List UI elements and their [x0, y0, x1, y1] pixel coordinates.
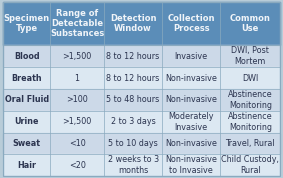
Text: DWI, Post
Mortem: DWI, Post Mortem	[231, 46, 269, 66]
Text: Common
Use: Common Use	[230, 14, 271, 33]
Bar	[3, 45, 280, 67]
Bar	[3, 155, 280, 176]
Text: 2 weeks to 3
months: 2 weeks to 3 months	[108, 155, 159, 175]
Text: Non-invasive
to Invasive: Non-invasive to Invasive	[165, 155, 217, 175]
Bar	[3, 67, 280, 89]
Text: Range of
Detectable
Substances: Range of Detectable Substances	[50, 9, 104, 38]
Text: Non-invasive: Non-invasive	[165, 95, 217, 104]
Text: Breath: Breath	[11, 74, 42, 83]
Text: 5 to 10 days: 5 to 10 days	[108, 139, 158, 148]
Text: Hair: Hair	[17, 161, 36, 170]
Text: Child Custody,
Rural: Child Custody, Rural	[221, 155, 279, 175]
Text: 5 to 48 hours: 5 to 48 hours	[106, 95, 160, 104]
Text: Non-invasive: Non-invasive	[165, 74, 217, 83]
Text: Moderately
Invasive: Moderately Invasive	[169, 112, 214, 132]
Text: Urine: Urine	[14, 117, 39, 126]
Text: Collection
Process: Collection Process	[168, 14, 215, 33]
Text: 2 to 3 days: 2 to 3 days	[111, 117, 155, 126]
Text: <10: <10	[69, 139, 85, 148]
Text: DWI: DWI	[242, 74, 258, 83]
Text: 8 to 12 hours: 8 to 12 hours	[106, 74, 160, 83]
Bar	[3, 2, 280, 45]
Bar	[3, 111, 280, 133]
Text: Abstinence
Monitoring: Abstinence Monitoring	[228, 90, 273, 110]
Text: Travel, Rural: Travel, Rural	[226, 139, 275, 148]
Text: Blood: Blood	[14, 52, 39, 61]
Text: 8 to 12 hours: 8 to 12 hours	[106, 52, 160, 61]
Bar	[3, 133, 280, 154]
Text: 1: 1	[75, 74, 80, 83]
Text: Detection
Window: Detection Window	[110, 14, 156, 33]
Text: <20: <20	[69, 161, 85, 170]
Text: Sweat: Sweat	[12, 139, 40, 148]
Text: Oral Fluid: Oral Fluid	[5, 95, 49, 104]
Bar	[3, 89, 280, 111]
Text: Specimen
Type: Specimen Type	[3, 14, 50, 33]
Text: Invasive: Invasive	[175, 52, 208, 61]
Text: >1,500: >1,500	[63, 117, 92, 126]
Text: >1,500: >1,500	[63, 52, 92, 61]
Text: Abstinence
Monitoring: Abstinence Monitoring	[228, 112, 273, 132]
Text: >100: >100	[66, 95, 88, 104]
Text: Non-invasive: Non-invasive	[165, 139, 217, 148]
